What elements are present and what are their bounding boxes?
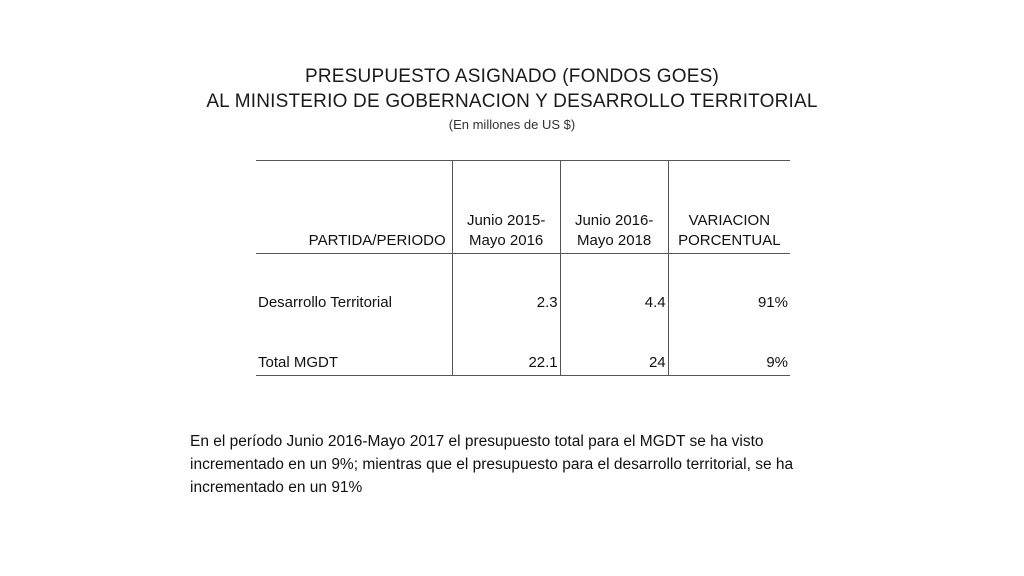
table-header: PARTIDA/PERIODO Junio 2015- Mayo 2016 Ju…	[256, 160, 790, 254]
summary-paragraph: En el período Junio 2016-Mayo 2017 el pr…	[190, 433, 794, 496]
row-period-2016-value: 4.4	[559, 253, 669, 315]
header-variation-line2: PORCENTUAL	[678, 232, 781, 249]
row-variation-value: 9%	[667, 314, 790, 376]
row-label: Desarrollo Territorial	[258, 293, 392, 311]
header-variation-line1: VARIACION	[688, 212, 771, 229]
budget-table: PARTIDA/PERIODO Junio 2015- Mayo 2016 Ju…	[256, 160, 790, 376]
header-period-2016-line1: Junio 2016-	[574, 212, 654, 229]
title-line-1: PRESUPUESTO ASIGNADO (FONDOS GOES)	[305, 66, 719, 87]
header-variation: VARIACION PORCENTUAL	[667, 160, 790, 254]
header-period-2016-2018: Junio 2016- Mayo 2018	[559, 160, 669, 254]
table-row: Desarrollo Territorial 2.3 4.4 91%	[256, 253, 790, 315]
row-period-2015-value: 22.1	[451, 314, 561, 376]
row-period-2015-value: 2.3	[451, 253, 561, 315]
header-period-2015-line1: Junio 2015-	[466, 212, 546, 229]
row-label: Total MGDT	[258, 354, 339, 371]
header-period-2016-line2: Mayo 2018	[577, 232, 652, 249]
table-body: Desarrollo Territorial 2.3 4.4 91% Total…	[256, 253, 790, 376]
title-subtitle: (En millones de US $)	[448, 117, 576, 132]
header-partida: PARTIDA/PERIODO	[308, 232, 446, 249]
row-variation-value: 91%	[667, 253, 790, 315]
slide-title: PRESUPUESTO ASIGNADO (FONDOS GOES) AL MI…	[0, 64, 1024, 134]
table-row: Total MGDT 22.1 24 9%	[256, 314, 790, 376]
row-period-2016-value: 24	[559, 314, 669, 376]
table-header-row: PARTIDA/PERIODO Junio 2015- Mayo 2016 Ju…	[256, 160, 790, 254]
header-period-2015-line2: Mayo 2016	[469, 232, 544, 249]
header-period-2015-2016: Junio 2015- Mayo 2016	[451, 160, 561, 254]
title-line-2: AL MINISTERIO DE GOBERNACION Y DESARROLL…	[206, 91, 818, 112]
